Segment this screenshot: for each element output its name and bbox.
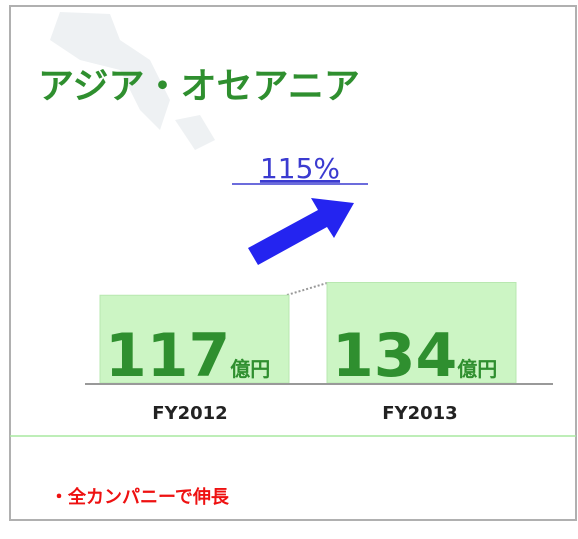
- x-tick-label: FY2013: [382, 403, 457, 424]
- connector: [286, 282, 328, 296]
- growth-label: 115%: [260, 152, 340, 185]
- value-unit: 億円: [230, 357, 270, 381]
- bar: [326, 282, 517, 384]
- value-label: 134億円: [332, 321, 497, 391]
- frame: [9, 5, 577, 521]
- chart-title: アジア・オセアニア: [38, 66, 360, 107]
- value-number: 134: [332, 321, 457, 391]
- x-tick-label: FY2012: [152, 403, 227, 424]
- note: ・全カンパニーで伸長: [50, 486, 230, 508]
- map-decoration: [50, 12, 170, 130]
- growth-arrow: [248, 198, 354, 265]
- value-label: 117億円: [105, 321, 270, 391]
- bar: [99, 294, 290, 384]
- value-number: 117: [105, 321, 230, 391]
- value-unit: 億円: [457, 357, 497, 381]
- map-decoration: [175, 115, 215, 150]
